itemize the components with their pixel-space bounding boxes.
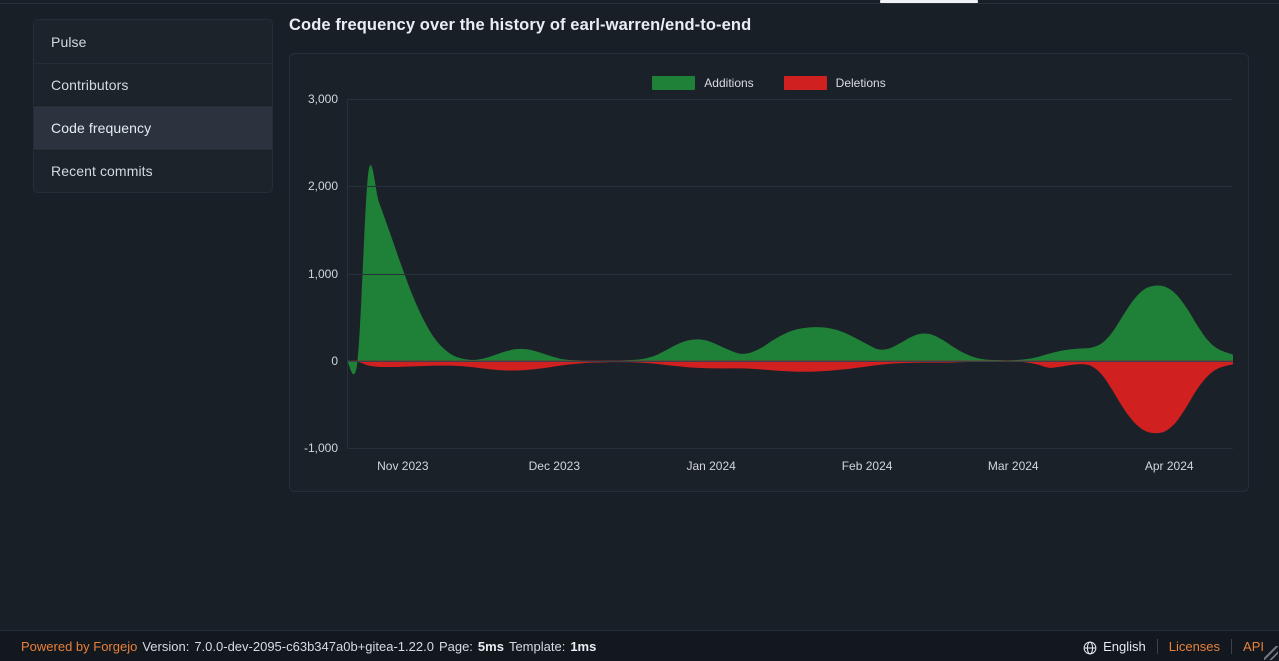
additions-area-path <box>347 165 1233 375</box>
sidebar-item-label: Contributors <box>51 77 129 93</box>
powered-by-forgejo-link[interactable]: Powered by Forgejo <box>21 638 138 654</box>
deletions-area-path <box>347 360 1233 434</box>
code-frequency-chart-card: Additions Deletions 3,000 2,000 1,000 0 -1,0… <box>289 53 1249 492</box>
y-gridline <box>347 448 1233 449</box>
sidebar-item-label: Pulse <box>51 33 87 50</box>
sidebar-item-recent-commits[interactable]: Recent commits <box>34 149 272 192</box>
x-axis-tick-label: Dec 2023 <box>528 459 580 473</box>
template-time-value: 1ms <box>570 638 597 654</box>
legend-entry-additions[interactable]: Additions <box>652 76 754 90</box>
page-time-value: 5ms <box>477 638 504 654</box>
chart-plot-area: 3,000 2,000 1,000 0 -1,000 Nov 2023 Dec 2023 Ja… <box>304 92 1233 473</box>
y-axis-tick-label: 0 <box>331 353 338 368</box>
top-tab-strip <box>0 0 1279 4</box>
globe-icon <box>1083 641 1097 655</box>
language-selector[interactable]: English <box>1083 638 1146 655</box>
y-axis-tick-label: 1,000 <box>307 266 338 281</box>
footer-divider-2 <box>1231 638 1233 654</box>
sidebar-nav: Pulse Contributors Code frequency Recent… <box>33 19 273 193</box>
y-axis-tick-label: -1,000 <box>303 441 338 455</box>
footer-left-group: Powered by Forgejo Version: 7.0.0-dev-20… <box>21 639 596 654</box>
window-resize-grip[interactable] <box>1264 646 1278 660</box>
page-time-label: Page: <box>438 638 473 654</box>
version-label: Version: <box>142 638 190 654</box>
footer-right-group: English Licenses API <box>1083 638 1264 655</box>
language-label: English <box>1103 638 1146 654</box>
x-axis-tick-label: Feb 2024 <box>841 459 893 473</box>
sidebar-item-label: Code frequency <box>51 120 152 136</box>
licenses-link[interactable]: Licenses <box>1168 638 1221 654</box>
legend-entry-deletions[interactable]: Deletions <box>783 76 886 90</box>
footer-divider-1 <box>1156 638 1158 654</box>
y-gridline <box>347 273 1233 275</box>
sidebar-item-code-frequency[interactable]: Code frequency <box>34 106 272 149</box>
x-axis-tick-label: Apr 2024 <box>1144 459 1194 473</box>
chart-legend: Additions Deletions <box>290 76 1248 90</box>
x-axis-tick-label: Mar 2024 <box>987 459 1039 473</box>
version-value: 7.0.0-dev-2095-c63b347a0b+gitea-1.22.0 <box>194 638 434 654</box>
legend-swatch-additions <box>652 76 696 90</box>
api-link[interactable]: API <box>1243 638 1264 654</box>
page-footer: Powered by Forgejo Version: 7.0.0-dev-20… <box>0 630 1279 661</box>
y-gridline <box>347 99 1233 100</box>
page-title: Code frequency over the history of earl-… <box>289 16 752 34</box>
zero-baseline <box>347 360 1233 362</box>
sidebar-item-label: Recent commits <box>51 163 153 179</box>
sidebar-item-pulse[interactable]: Pulse <box>34 20 272 63</box>
x-axis-tick-label: Jan 2024 <box>686 459 736 473</box>
y-axis-tick-label: 2,000 <box>307 179 338 194</box>
legend-label-additions: Additions <box>704 76 754 90</box>
y-gridline <box>347 186 1233 188</box>
code-frequency-area-chart <box>347 165 1233 434</box>
active-tab-indicator <box>880 0 978 3</box>
legend-swatch-deletions <box>783 76 827 90</box>
y-axis-tick-label: 3,000 <box>307 92 338 106</box>
sidebar-item-contributors[interactable]: Contributors <box>34 63 272 106</box>
legend-label-deletions: Deletions <box>835 76 886 90</box>
x-axis-tick-label: Nov 2023 <box>377 459 429 473</box>
template-time-label: Template: <box>508 638 566 654</box>
